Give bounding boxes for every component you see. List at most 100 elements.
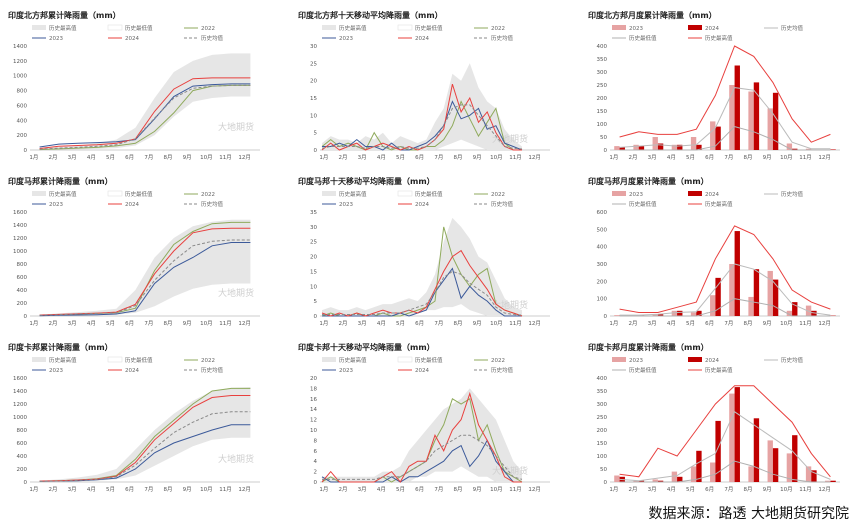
bar-2023	[690, 137, 697, 150]
legend-label: 2024	[705, 26, 719, 32]
x-tick-label: 6月	[415, 154, 424, 160]
chart-panel: 印度马邦十天移动平均降雨量（mm） 历史最高值 历史最低值 2022 2023 2024 历…	[298, 176, 560, 326]
x-tick-label: 9月	[763, 486, 772, 492]
y-tick-label: 0	[314, 480, 318, 486]
series-line-2024	[321, 249, 523, 317]
y-tick-label: 500	[597, 227, 608, 233]
y-tick-label: 350	[597, 57, 608, 63]
series-line-2024	[321, 83, 522, 151]
history-range-band	[322, 63, 522, 150]
x-tick-label: 3月	[68, 320, 77, 326]
chart-title: 印度马邦月度累计降雨量（mm）	[588, 177, 709, 186]
legend-label: 历史最低值	[125, 24, 153, 32]
y-tick-label: 800	[17, 262, 28, 268]
legend-label: 2023	[629, 358, 643, 364]
legend-label: 历史均值	[491, 34, 514, 42]
y-tick-label: 10	[310, 284, 317, 290]
x-tick-label: 3月	[358, 320, 367, 326]
y-tick-label: 800	[17, 428, 28, 434]
bar-2023	[729, 85, 735, 150]
x-tick-label: 8月	[744, 486, 753, 492]
y-tick-label: 800	[17, 89, 28, 95]
y-tick-label: 5	[314, 131, 318, 137]
legend-label: 历史最低值	[629, 34, 657, 42]
y-tick-label: 600	[17, 441, 28, 447]
x-tick-label: 11月	[219, 154, 232, 160]
legend-label: 历史最高值	[339, 190, 367, 198]
bar-2024	[638, 146, 645, 150]
legend-label: 2023	[629, 26, 643, 32]
x-tick-label: 5月	[396, 320, 405, 326]
legend-label: 2022	[491, 358, 505, 364]
legend-label: 历史最高值	[705, 34, 733, 42]
series-line-历史均值	[39, 239, 251, 316]
series-line-2023	[322, 100, 523, 151]
x-tick-label: 11月	[509, 486, 522, 492]
bar-2024	[715, 420, 721, 482]
x-tick-label: 5月	[686, 486, 695, 492]
y-tick-label: 20	[310, 79, 317, 85]
x-tick-label: 8月	[744, 320, 753, 326]
x-tick-label: 2月	[49, 486, 58, 492]
y-tick-label: 150	[597, 441, 608, 447]
x-tick-label: 10月	[490, 486, 503, 492]
x-tick-label: 5月	[396, 486, 405, 492]
bar-2023	[690, 312, 697, 316]
legend-label: 历史最低值	[629, 200, 657, 208]
bar-2024	[753, 82, 760, 150]
bar-2024	[696, 450, 702, 482]
y-tick-label: 1200	[13, 236, 27, 242]
legend-label: 历史最低值	[415, 24, 443, 32]
bar-2024	[734, 65, 740, 150]
y-tick-label: 30	[310, 225, 317, 231]
legend-swatch	[32, 357, 46, 362]
bar-2024	[657, 314, 664, 316]
bar-2024	[657, 143, 664, 150]
x-tick-label: 9月	[183, 486, 192, 492]
x-tick-label: 3月	[68, 486, 77, 492]
bar-2024	[677, 476, 683, 482]
y-tick-label: 20	[310, 376, 317, 382]
bar-2024	[792, 435, 798, 482]
x-tick-label: 5月	[106, 154, 115, 160]
legend-swatch	[688, 357, 702, 362]
chart-panel: 印度卡邦月度累计降雨量（mm） 2023 2024 历史均值 历史最低值 历史最高值 0 50…	[588, 342, 850, 492]
x-tick-label: 2月	[49, 154, 58, 160]
y-tick-label: 10	[310, 428, 317, 434]
x-tick-label: 1月	[319, 154, 328, 160]
legend-swatch	[612, 191, 626, 196]
x-tick-label: 6月	[705, 320, 714, 326]
bar-2024	[811, 310, 817, 316]
x-tick-label: 9月	[183, 320, 192, 326]
bar-2024	[753, 418, 760, 482]
x-tick-label: 10月	[780, 486, 793, 492]
bar-2024	[638, 480, 645, 482]
x-tick-label: 9月	[473, 486, 482, 492]
x-tick-label: 9月	[183, 154, 192, 160]
chart-svg: 历史最高值 历史最低值 2022 2023 2024 历史均值 0 200 400 600 800 1…	[13, 24, 260, 160]
series-line-2024	[321, 391, 522, 483]
history-range-band	[39, 219, 251, 316]
x-tick-label: 7月	[434, 486, 443, 492]
legend-label: 历史最高值	[49, 190, 77, 198]
bar-2023	[767, 270, 773, 316]
series-line-历史均值	[619, 411, 831, 482]
legend-label: 历史最低值	[125, 356, 153, 364]
series-line-历史最高值	[619, 225, 831, 313]
chart-panel: 印度北方邦月度累计降雨量（mm） 2023 2024 历史均值 历史最低值 历史最高值 0 5…	[588, 10, 850, 160]
y-tick-label: 1600	[13, 376, 27, 382]
x-tick-label: 12月	[528, 154, 541, 160]
x-tick-label: 10月	[200, 320, 213, 326]
legend-label: 历史最高值	[339, 24, 367, 32]
x-tick-label: 12月	[818, 486, 831, 492]
x-tick-label: 2月	[339, 154, 348, 160]
legend-label: 2024	[125, 36, 139, 42]
x-tick-label: 10月	[780, 154, 793, 160]
legend-swatch	[107, 356, 123, 363]
x-tick-label: 10月	[490, 154, 503, 160]
x-tick-label: 12月	[528, 320, 541, 326]
x-tick-label: 12月	[238, 320, 251, 326]
legend-swatch	[397, 190, 413, 197]
y-tick-label: 400	[17, 454, 28, 460]
series-line-历史最低值	[619, 298, 831, 317]
